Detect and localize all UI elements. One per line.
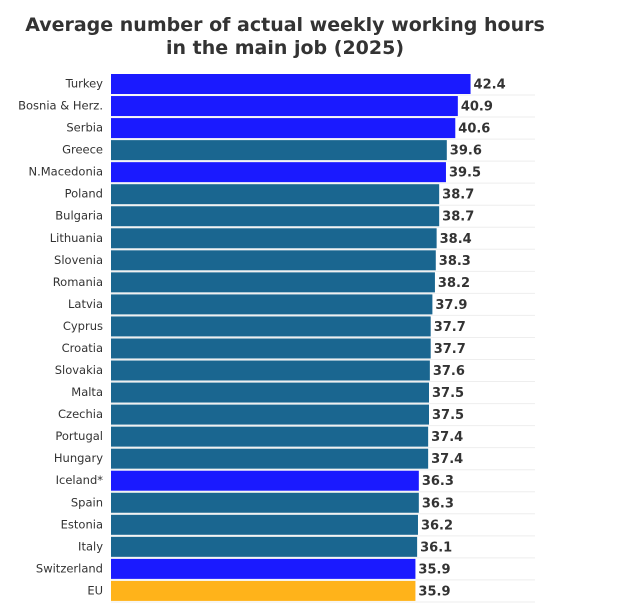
value-label: 36.3 <box>422 496 454 511</box>
bar <box>111 426 429 447</box>
y-tick-label: Bosnia & Herz. <box>18 99 103 113</box>
y-tick-label: Estonia <box>61 517 103 531</box>
bar <box>111 74 471 94</box>
y-tick-label: Slovakia <box>55 363 103 377</box>
y-tick-label: Greece <box>62 143 103 157</box>
value-label: 38.7 <box>442 188 474 203</box>
value-label: 39.6 <box>450 144 482 159</box>
chart-title: Average number of actual weekly working … <box>25 14 545 59</box>
bar <box>111 184 440 205</box>
value-label: 40.9 <box>461 100 493 115</box>
value-label: 37.9 <box>435 298 467 313</box>
value-label: 42.4 <box>474 78 506 93</box>
y-tick-label: Hungary <box>54 451 103 465</box>
value-label: 37.4 <box>431 452 463 467</box>
y-tick-label: Lithuania <box>50 231 103 245</box>
bar <box>111 140 447 161</box>
bar <box>111 272 435 293</box>
bar <box>111 360 430 381</box>
value-label: 35.9 <box>418 584 450 599</box>
y-tick-label: Italy <box>78 539 103 553</box>
value-label: 38.7 <box>442 210 474 225</box>
y-tick-label: Switzerland <box>36 561 103 575</box>
bar <box>111 382 429 403</box>
y-tick-label: Bulgaria <box>55 209 103 223</box>
bar <box>111 558 416 579</box>
bar <box>111 338 431 359</box>
value-label: 36.3 <box>422 474 454 489</box>
value-label: 35.9 <box>418 562 450 577</box>
y-tick-label: N.Macedonia <box>29 165 104 179</box>
bar <box>111 514 418 535</box>
y-tick-label: Poland <box>65 187 103 201</box>
value-label: 37.5 <box>432 386 464 401</box>
y-tick-label: EU <box>87 583 103 597</box>
value-label: 39.5 <box>449 166 481 181</box>
y-tick-label: Turkey <box>65 77 104 91</box>
value-label: 36.1 <box>420 540 452 555</box>
value-label: 37.7 <box>434 342 466 357</box>
value-label: 38.4 <box>440 232 472 247</box>
value-label: 37.6 <box>433 364 465 379</box>
y-tick-label: Iceland* <box>56 473 104 487</box>
bar <box>111 294 433 315</box>
y-tick-label: Romania <box>53 275 103 289</box>
y-tick-label: Spain <box>71 495 103 509</box>
value-label: 37.4 <box>431 430 463 445</box>
value-label: 37.7 <box>434 320 466 335</box>
bar <box>111 228 437 249</box>
y-tick-label: Slovenia <box>54 253 103 267</box>
bar <box>111 470 419 491</box>
bar <box>111 162 446 183</box>
bar <box>111 536 418 557</box>
value-label: 37.5 <box>432 408 464 423</box>
y-tick-label: Serbia <box>66 121 103 135</box>
bar <box>111 404 429 425</box>
bar <box>111 580 416 601</box>
value-label: 40.6 <box>458 122 490 137</box>
bar <box>111 316 431 337</box>
value-label: 38.2 <box>438 276 470 291</box>
y-tick-label: Czechia <box>58 407 103 421</box>
value-label: 36.2 <box>421 518 453 533</box>
bar <box>111 96 458 117</box>
y-tick-label: Croatia <box>62 341 103 355</box>
y-tick-label: Portugal <box>55 429 103 443</box>
y-tick-label: Malta <box>71 385 103 399</box>
bar <box>111 206 440 227</box>
bar <box>111 118 456 139</box>
bar <box>111 448 429 469</box>
y-tick-label: Latvia <box>68 297 103 311</box>
y-tick-label: Cyprus <box>63 319 103 333</box>
bar <box>111 492 419 513</box>
value-label: 38.3 <box>439 254 471 269</box>
bar <box>111 250 436 271</box>
